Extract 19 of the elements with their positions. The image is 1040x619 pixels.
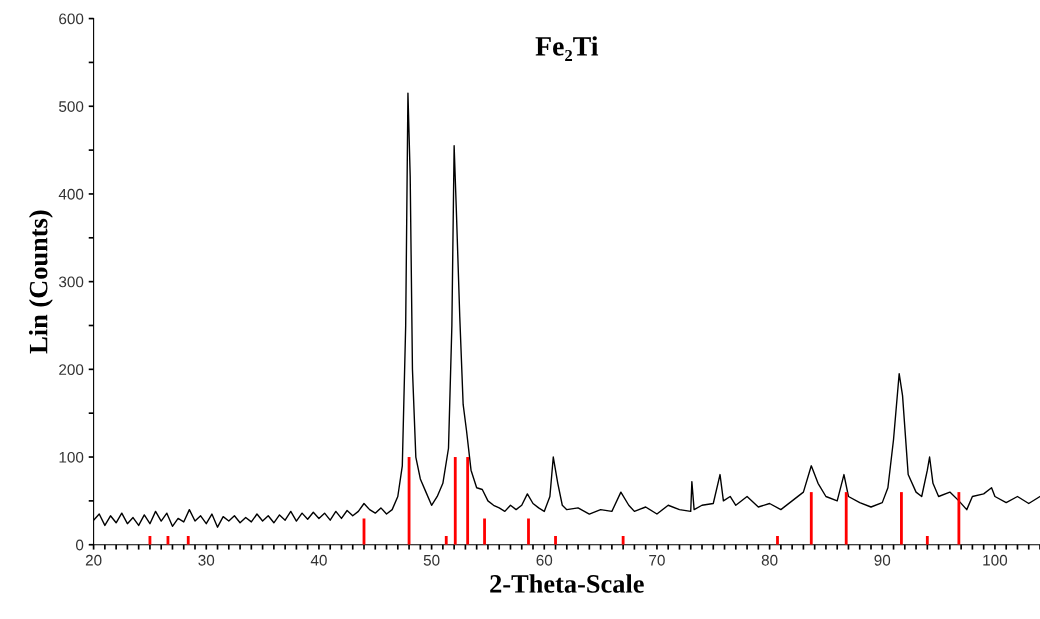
x-tick-label: 20	[85, 554, 102, 566]
y-tick-label: 400	[58, 188, 84, 200]
y-tick-label: 100	[59, 451, 84, 463]
y-axis-title: Lin (Counts)	[28, 210, 53, 354]
x-tick-label: 70	[649, 554, 665, 566]
y-tick-label: 300	[58, 276, 84, 288]
x-tick-label: 30	[198, 554, 215, 566]
y-tick-label: 500	[59, 101, 84, 112]
x-axis-title: 2-Theta-Scale	[490, 574, 644, 593]
text: Fe₂Ti	[535, 36, 599, 61]
y-tick-label: 0	[75, 539, 84, 551]
x-tick-label: 40	[310, 554, 327, 566]
y-tick-label: 200	[59, 364, 84, 376]
x-tick-label: 60	[536, 554, 553, 566]
x-tick-label: 50	[423, 554, 440, 566]
x-tick-label: 80	[761, 554, 778, 566]
x-tick-label: 90	[874, 554, 891, 566]
x-tick-label: 100	[983, 554, 1008, 566]
y-tick-label: 600	[59, 13, 84, 25]
